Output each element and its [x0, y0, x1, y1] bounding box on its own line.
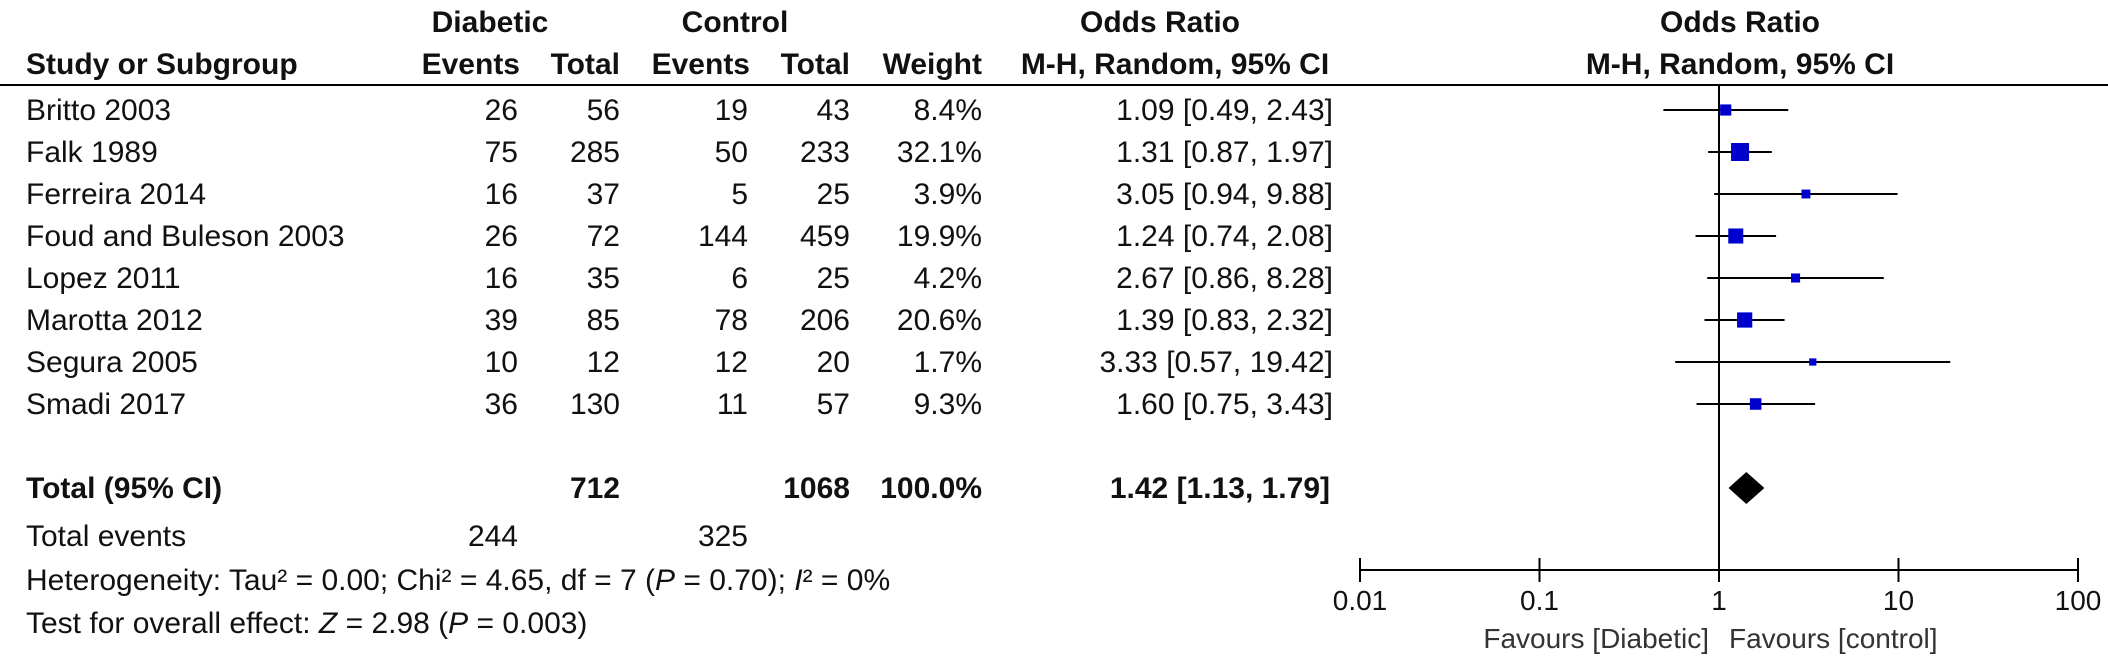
total1-cell: 35 [586, 262, 620, 295]
events1-cell: 26 [484, 220, 518, 253]
total2-header: Total [780, 48, 850, 81]
weight-cell: 3.9% [913, 178, 982, 211]
total-ci: 1.42 [1.13, 1.79] [1109, 472, 1330, 505]
study-marker [1728, 228, 1744, 244]
method-plot-header: M-H, Random, 95% CI [1585, 48, 1895, 81]
study-marker [1720, 104, 1732, 116]
study-marker [1801, 189, 1811, 199]
events1-cell: 26 [484, 94, 518, 127]
favours-right-label: Favours [control] [1729, 623, 1938, 654]
x-tick-label: 100 [2055, 585, 2102, 616]
total2-cell: 25 [816, 178, 850, 211]
x-tick-label: 0.01 [1333, 585, 1388, 616]
study-marker [1731, 143, 1750, 161]
study-name: Foud and Buleson 2003 [26, 220, 345, 253]
total1-cell: 130 [569, 388, 620, 421]
summary-diamond [1728, 472, 1765, 504]
study-name: Britto 2003 [26, 94, 172, 127]
events2-cell: 50 [714, 136, 748, 169]
events2-cell: 6 [731, 262, 748, 295]
weight-cell: 4.2% [913, 262, 982, 295]
weight-cell: 1.7% [913, 346, 982, 379]
heterogeneity-text: Heterogeneity: Tau² = 0.00; Chi² = 4.65,… [26, 564, 891, 597]
total1-cell: 12 [586, 346, 620, 379]
weight-cell: 9.3% [913, 388, 982, 421]
events1-cell: 36 [484, 388, 518, 421]
total2-cell: 206 [799, 304, 850, 337]
study-marker [1809, 358, 1817, 366]
x-tick-label: 1 [1711, 585, 1727, 616]
events1-cell: 16 [484, 178, 518, 211]
weight-cell: 32.1% [896, 136, 982, 169]
ci-cell: 3.33 [0.57, 19.42] [1099, 346, 1333, 379]
total-t2: 1068 [783, 472, 850, 505]
total-label: Total (95% CI) [26, 472, 223, 505]
group1-header: Diabetic [431, 6, 549, 39]
ci-cell: 1.60 [0.75, 3.43] [1116, 388, 1333, 421]
events1-cell: 16 [484, 262, 518, 295]
total1-cell: 72 [586, 220, 620, 253]
study-marker [1791, 273, 1801, 283]
study-marker [1749, 398, 1762, 410]
or-plot-header: Odds Ratio [1659, 6, 1820, 39]
events2-cell: 144 [697, 220, 748, 253]
total2-cell: 20 [816, 346, 850, 379]
total1-header: Total [550, 48, 620, 81]
ci-cell: 2.67 [0.86, 8.28] [1116, 262, 1333, 295]
ci-cell: 1.24 [0.74, 2.08] [1116, 220, 1333, 253]
study-name: Segura 2005 [26, 346, 198, 379]
total2-cell: 459 [799, 220, 850, 253]
or-header: Odds Ratio [1079, 6, 1240, 39]
study-name: Marotta 2012 [26, 304, 203, 337]
x-tick-label: 10 [1883, 585, 1914, 616]
total1-cell: 56 [586, 94, 620, 127]
study-name: Lopez 2011 [26, 262, 181, 295]
weight-header: Weight [882, 48, 982, 81]
ci-cell: 1.39 [0.83, 2.32] [1116, 304, 1333, 337]
study-name: Falk 1989 [26, 136, 158, 169]
total-events-e2: 325 [697, 520, 748, 553]
total-events-e1: 244 [467, 520, 518, 553]
x-tick-label: 0.1 [1520, 585, 1559, 616]
total2-cell: 43 [816, 94, 850, 127]
study-col-header: Study or Subgroup [26, 48, 298, 81]
events2-cell: 5 [731, 178, 748, 211]
events2-header: Events [651, 48, 750, 81]
total-weight: 100.0% [880, 472, 982, 505]
weight-cell: 19.9% [896, 220, 982, 253]
total2-cell: 25 [816, 262, 850, 295]
total-t1: 712 [569, 472, 620, 505]
weight-cell: 8.4% [913, 94, 982, 127]
events2-cell: 19 [714, 94, 748, 127]
events2-cell: 11 [716, 388, 748, 421]
ci-cell: 3.05 [0.94, 9.88] [1116, 178, 1333, 211]
study-marker [1737, 312, 1753, 328]
total-events-label: Total events [26, 520, 187, 553]
study-name: Smadi 2017 [26, 388, 187, 421]
events2-cell: 12 [714, 346, 748, 379]
overall-effect-text: Test for overall effect: Z = 2.98 (P = 0… [26, 607, 588, 640]
total1-cell: 37 [586, 178, 620, 211]
method-header: M-H, Random, 95% CI [1020, 48, 1330, 81]
events1-cell: 75 [484, 136, 518, 169]
events2-cell: 78 [714, 304, 748, 337]
total2-cell: 233 [799, 136, 850, 169]
total2-cell: 57 [816, 388, 850, 421]
ci-cell: 1.09 [0.49, 2.43] [1116, 94, 1333, 127]
group2-header: Control [681, 6, 789, 39]
weight-cell: 20.6% [896, 304, 982, 337]
events1-cell: 10 [484, 346, 518, 379]
events1-cell: 39 [484, 304, 518, 337]
ci-cell: 1.31 [0.87, 1.97] [1116, 136, 1333, 169]
total1-cell: 85 [586, 304, 620, 337]
events1-header: Events [421, 48, 520, 81]
total1-cell: 285 [569, 136, 620, 169]
study-name: Ferreira 2014 [26, 178, 207, 211]
favours-left-label: Favours [Diabetic] [1483, 623, 1709, 654]
